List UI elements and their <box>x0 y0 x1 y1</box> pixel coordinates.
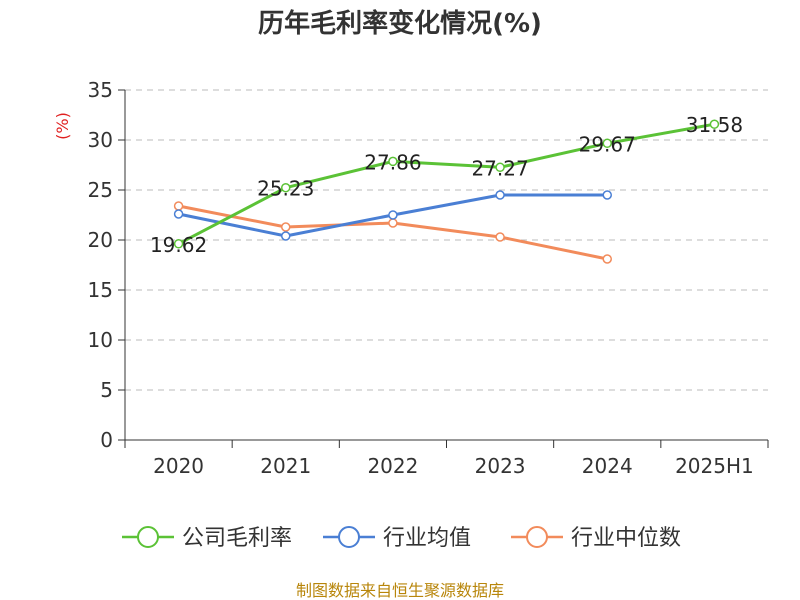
series-line <box>177 122 715 246</box>
data-point <box>709 119 720 129</box>
series-points <box>173 119 720 264</box>
legend-item[interactable]: 行业均值 <box>323 526 471 551</box>
data-label: 19.62 <box>150 233 207 257</box>
data-point <box>173 239 184 249</box>
data-point <box>495 232 505 242</box>
data-point <box>388 218 398 228</box>
legend-label: 行业均值 <box>383 526 471 551</box>
x-tick-label: 2020 <box>153 454 204 478</box>
y-tick-label: 15 <box>88 278 113 302</box>
chart-title: 历年毛利率变化情况(%) <box>258 8 542 39</box>
data-point <box>388 210 398 220</box>
legend-marker <box>338 526 360 548</box>
data-labels: 19.62 25.23 27.86 27.27 29.67 31.58 <box>150 113 743 257</box>
legend-item[interactable]: 公司毛利率 <box>122 526 292 551</box>
data-label: 25.23 <box>257 177 314 201</box>
y-tick-label: 10 <box>88 328 113 352</box>
data-point <box>602 190 612 200</box>
legend-marker <box>526 526 548 548</box>
data-label: 31.58 <box>686 113 743 137</box>
legend[interactable]: 公司毛利率 行业均值 行业中位数 <box>122 526 681 551</box>
data-point <box>173 201 184 211</box>
y-tick-label: 25 <box>88 178 113 202</box>
legend-marker <box>137 526 159 548</box>
axes <box>118 89 769 448</box>
data-point <box>495 190 505 200</box>
y-axis-unit: (%) <box>53 112 72 140</box>
data-point <box>281 222 291 232</box>
x-tick-label: 2022 <box>367 454 418 478</box>
data-label: 27.86 <box>364 150 421 174</box>
y-tick-label: 5 <box>100 378 113 402</box>
data-label: 27.27 <box>471 156 528 180</box>
grid-lines <box>125 89 768 391</box>
legend-item[interactable]: 行业中位数 <box>511 526 681 551</box>
data-label: 29.67 <box>579 132 636 156</box>
y-tick-label: 0 <box>100 428 113 452</box>
x-tick-labels: 2020 2021 2022 2023 2024 2025H1 <box>153 454 754 478</box>
y-tick-label: 30 <box>88 128 113 152</box>
data-point <box>602 254 612 264</box>
data-point <box>281 231 291 241</box>
data-point <box>602 138 612 149</box>
y-tick-labels: 0 5 10 15 20 25 30 35 <box>88 78 113 452</box>
data-point <box>281 182 291 193</box>
x-tick-label: 2023 <box>475 454 526 478</box>
y-tick-label: 20 <box>88 228 113 252</box>
x-tick-label: 2025H1 <box>675 454 754 478</box>
data-point <box>495 162 505 173</box>
data-point <box>388 156 398 167</box>
data-point <box>173 209 184 219</box>
x-tick-label: 2024 <box>582 454 633 478</box>
x-tick-label: 2021 <box>260 454 311 478</box>
legend-label: 行业中位数 <box>571 526 681 551</box>
source-note: 制图数据来自恒生聚源数据库 <box>296 581 504 600</box>
y-tick-label: 35 <box>88 78 113 102</box>
legend-label: 公司毛利率 <box>182 526 292 551</box>
